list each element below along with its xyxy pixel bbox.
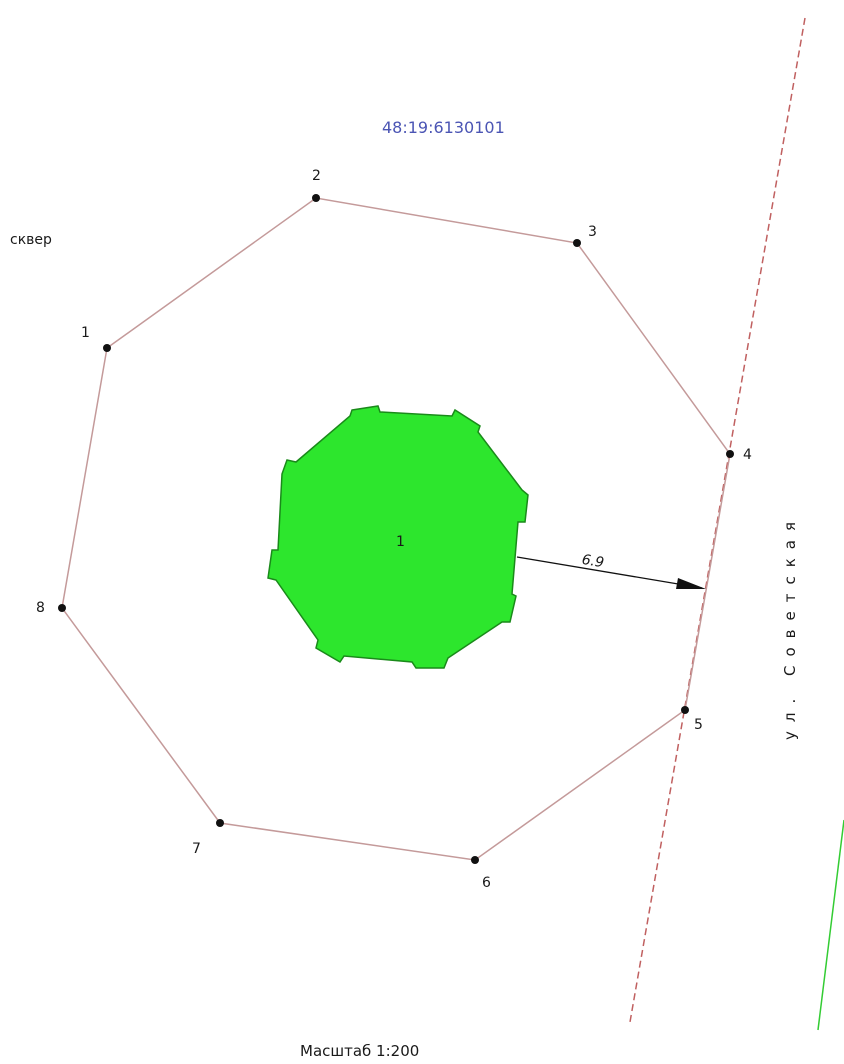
vertex-dot-4 xyxy=(726,450,734,458)
vertex-dot-6 xyxy=(471,856,479,864)
object-label: 1 xyxy=(396,534,405,550)
vertex-label-1: 1 xyxy=(81,325,90,341)
distance-label: 6.9 xyxy=(581,552,606,571)
vertex-label-3: 3 xyxy=(588,224,597,240)
vertex-dot-2 xyxy=(312,194,320,202)
area-label: сквер xyxy=(10,232,52,248)
distance-arrow-line xyxy=(516,556,703,589)
scale-label: Масштаб 1:200 xyxy=(300,1042,419,1060)
vertex-dot-7 xyxy=(216,819,224,827)
vertex-dot-5 xyxy=(681,706,689,714)
object-footprint xyxy=(267,405,529,669)
vertex-dot-3 xyxy=(573,239,581,247)
cadastral-number: 48:19:6130101 xyxy=(382,118,505,137)
vertex-dot-8 xyxy=(58,604,66,612)
vertex-dot-1 xyxy=(103,344,111,352)
vertex-label-7: 7 xyxy=(192,841,201,857)
street-label: ул. Советская xyxy=(781,513,799,740)
green-boundary-line xyxy=(817,819,844,1031)
vertex-label-5: 5 xyxy=(694,717,703,733)
road-dashed-line xyxy=(629,17,806,1023)
vertex-label-6: 6 xyxy=(482,875,491,891)
vertex-label-8: 8 xyxy=(36,600,45,616)
distance-arrowhead xyxy=(676,578,706,589)
vertex-label-2: 2 xyxy=(312,168,321,184)
vertex-label-4: 4 xyxy=(743,447,752,463)
